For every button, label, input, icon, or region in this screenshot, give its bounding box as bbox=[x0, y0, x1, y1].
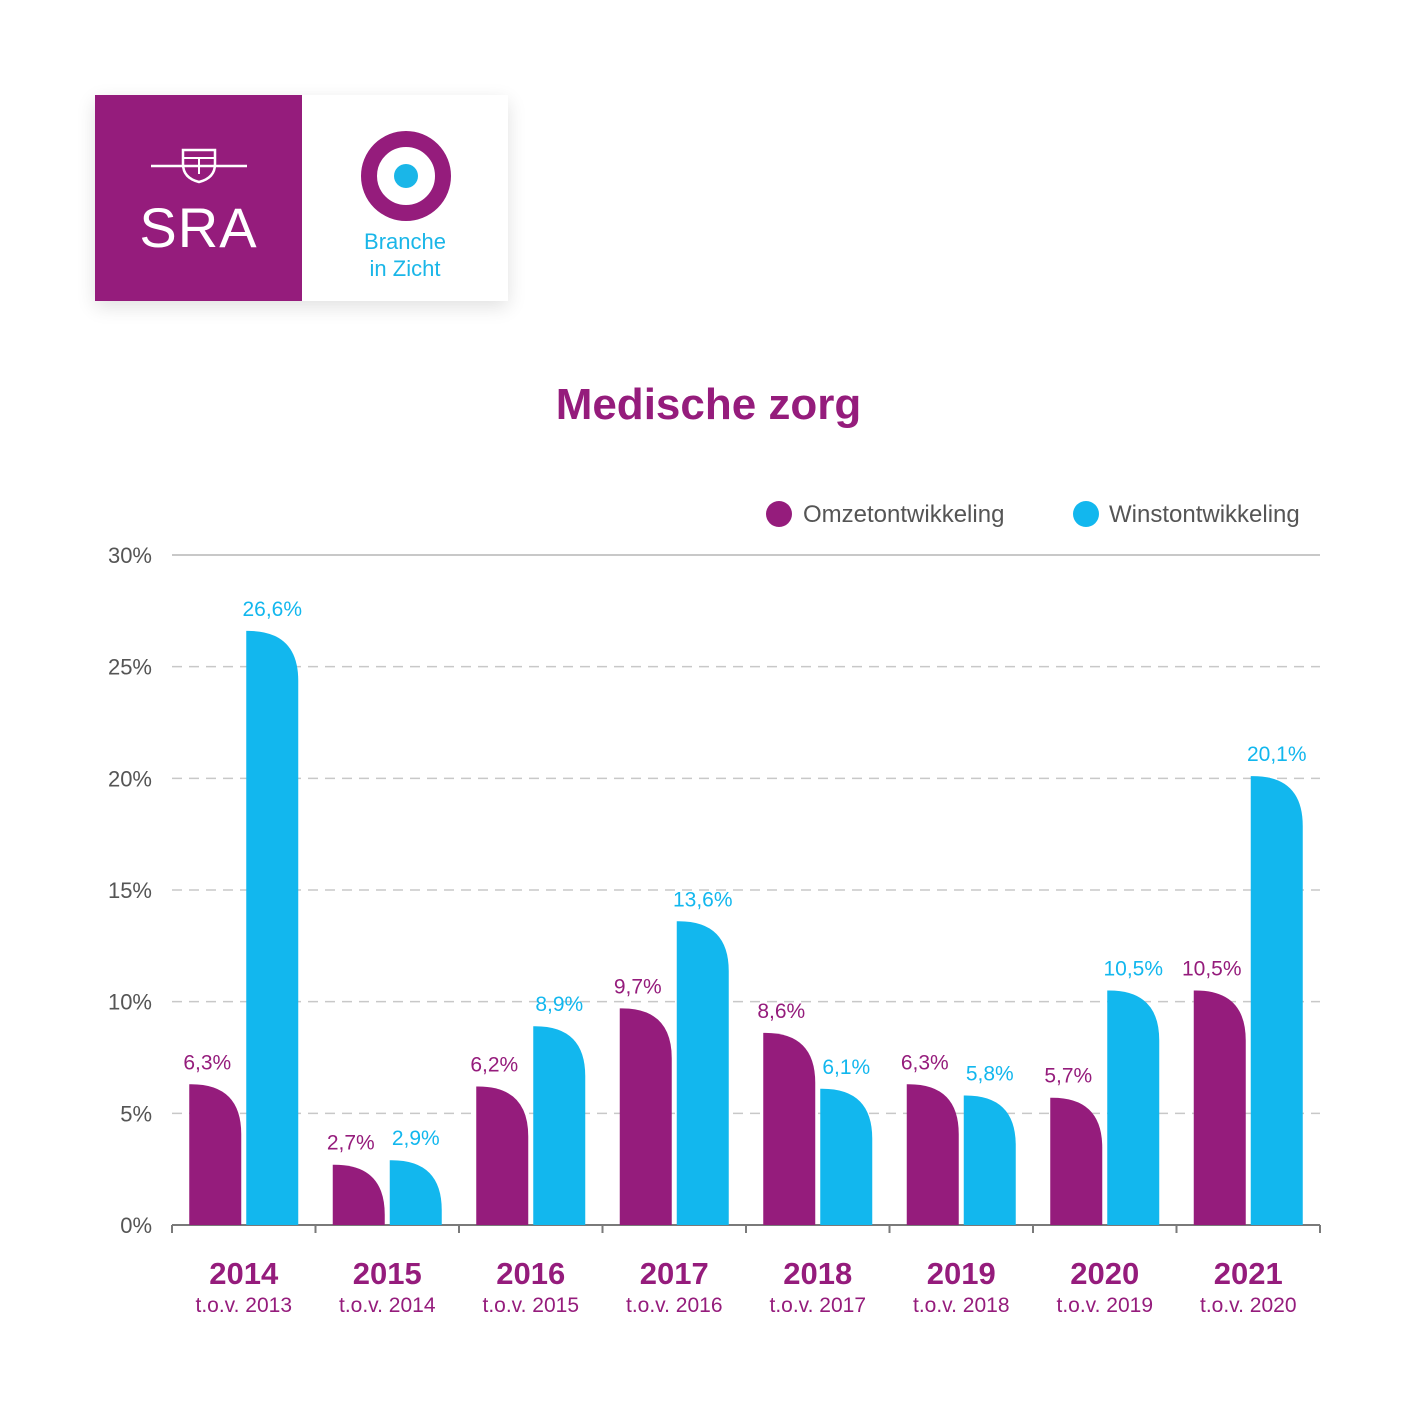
y-tick-label: 0% bbox=[120, 1213, 152, 1238]
y-tick-label: 30% bbox=[108, 543, 152, 568]
bar-omzet bbox=[763, 1032, 816, 1225]
branche-line-1: Branche bbox=[364, 229, 446, 254]
bar-omzet bbox=[619, 1008, 672, 1225]
branche-line-2: in Zicht bbox=[369, 256, 441, 281]
x-subcategory-label: t.o.v. 2016 bbox=[626, 1294, 723, 1317]
data-label-winst: 26,6% bbox=[242, 598, 302, 621]
bar-omzet bbox=[189, 1084, 242, 1225]
sra-logo-text: SRA bbox=[139, 196, 258, 259]
chart-title: Medische zorg bbox=[555, 380, 862, 429]
bar-omzet bbox=[1050, 1097, 1103, 1225]
legend-swatch-omzet bbox=[766, 501, 792, 527]
data-label-winst: 6,1% bbox=[822, 1056, 870, 1079]
bar-winst bbox=[820, 1088, 873, 1225]
branche-in-zicht-logo: Branche in Zicht bbox=[302, 95, 508, 301]
data-label-winst: 20,1% bbox=[1247, 743, 1307, 766]
target-icon bbox=[361, 131, 451, 221]
data-label-winst: 2,9% bbox=[392, 1127, 440, 1150]
data-label-winst: 13,6% bbox=[673, 888, 733, 911]
sra-logo: SRA bbox=[95, 95, 302, 301]
y-tick-label: 10% bbox=[108, 990, 152, 1015]
data-label-omzet: 9,7% bbox=[614, 975, 662, 998]
x-category-label: 2014 bbox=[209, 1256, 279, 1291]
x-subcategory-label: t.o.v. 2019 bbox=[1056, 1294, 1153, 1317]
legend-label-omzet: Omzetontwikkeling bbox=[803, 501, 1004, 528]
sra-shield-icon bbox=[151, 148, 247, 184]
data-label-winst: 10,5% bbox=[1103, 958, 1163, 981]
logo-card: SRA Branche in Zicht bbox=[95, 95, 508, 301]
x-subcategory-label: t.o.v. 2020 bbox=[1200, 1294, 1297, 1317]
x-category-label: 2017 bbox=[640, 1256, 709, 1291]
x-category-label: 2016 bbox=[496, 1256, 565, 1291]
x-subcategory-label: t.o.v. 2013 bbox=[195, 1294, 292, 1317]
bar-winst bbox=[533, 1026, 586, 1225]
bar-winst bbox=[246, 630, 299, 1225]
legend-label-winst: Winstontwikkeling bbox=[1109, 501, 1300, 528]
data-label-omzet: 8,6% bbox=[757, 1000, 805, 1023]
bar-omzet bbox=[906, 1084, 959, 1225]
legend-swatch-winst bbox=[1073, 501, 1099, 527]
bar-winst bbox=[676, 921, 729, 1225]
data-label-winst: 5,8% bbox=[966, 1062, 1014, 1085]
bar-winst bbox=[1107, 990, 1160, 1225]
y-tick-label: 5% bbox=[120, 1101, 152, 1126]
x-category-label: 2021 bbox=[1214, 1256, 1283, 1291]
bar-winst bbox=[389, 1160, 442, 1225]
data-label-omzet: 6,3% bbox=[901, 1051, 949, 1074]
bar-winst bbox=[1250, 776, 1303, 1225]
data-label-omzet: 10,5% bbox=[1182, 958, 1242, 981]
bar-omzet bbox=[332, 1164, 385, 1225]
x-category-label: 2018 bbox=[783, 1256, 852, 1291]
x-category-label: 2015 bbox=[353, 1256, 422, 1291]
branche-in-zicht-text: Branche in Zicht bbox=[302, 228, 508, 282]
data-label-omzet: 5,7% bbox=[1044, 1065, 1092, 1088]
x-subcategory-label: t.o.v. 2014 bbox=[339, 1294, 436, 1317]
data-label-omzet: 6,3% bbox=[183, 1051, 231, 1074]
y-tick-label: 25% bbox=[108, 655, 152, 680]
data-label-omzet: 6,2% bbox=[470, 1054, 518, 1077]
x-subcategory-label: t.o.v. 2018 bbox=[913, 1294, 1010, 1317]
bar-winst bbox=[963, 1095, 1016, 1225]
x-category-label: 2019 bbox=[927, 1256, 996, 1291]
y-tick-label: 15% bbox=[108, 878, 152, 903]
x-subcategory-label: t.o.v. 2015 bbox=[482, 1294, 579, 1317]
bar-omzet bbox=[476, 1086, 529, 1225]
data-label-omzet: 2,7% bbox=[327, 1132, 375, 1155]
x-category-label: 2020 bbox=[1070, 1256, 1139, 1291]
bar-omzet bbox=[1193, 990, 1246, 1225]
y-tick-label: 20% bbox=[108, 766, 152, 791]
x-subcategory-label: t.o.v. 2017 bbox=[769, 1294, 866, 1317]
data-label-winst: 8,9% bbox=[535, 993, 583, 1016]
